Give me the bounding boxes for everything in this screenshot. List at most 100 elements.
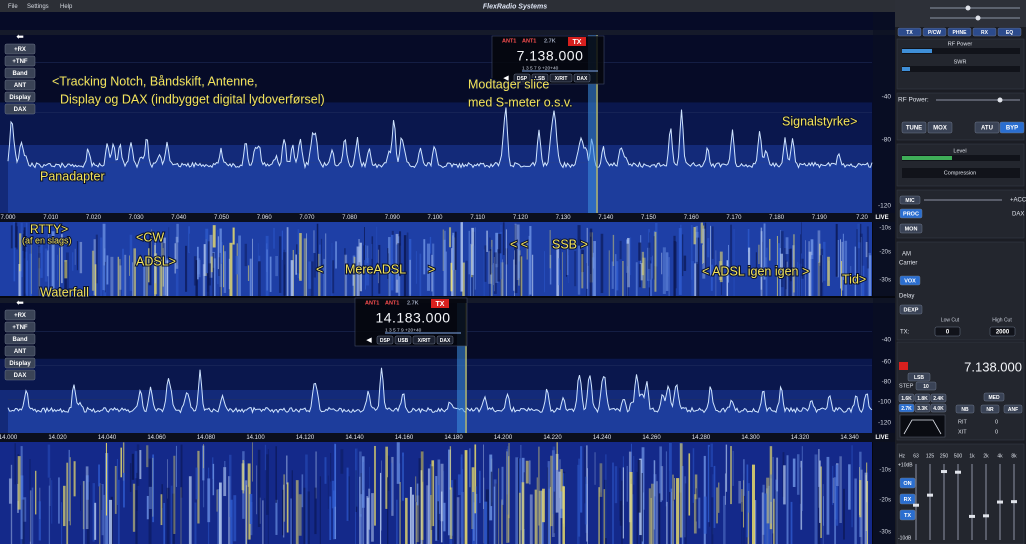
waterfall-streak [698, 498, 700, 529]
waterfall-streak [819, 461, 821, 523]
value-box: 2000 [996, 330, 1010, 336]
waterfall-streak [119, 259, 120, 296]
waterfall-streak [600, 463, 603, 497]
waterfall-streak [855, 247, 856, 296]
dsp-button: NR [986, 407, 994, 413]
waterfall-streak [205, 229, 208, 273]
meter-fill [902, 49, 932, 53]
waterfall-streak [363, 462, 364, 543]
waterfall-streak [203, 444, 204, 468]
control-label: XIT [958, 429, 967, 435]
waterfall-streak [246, 485, 247, 544]
waterfall-streak [213, 225, 216, 247]
waterfall-streak [11, 465, 12, 544]
waterfall-streak [827, 457, 830, 535]
waterfall-streak [473, 246, 474, 296]
s-meter-scale: 1 3 5 7 9 +20+40 [385, 327, 422, 333]
waterfall-streak [734, 229, 735, 296]
waterfall-streak [578, 459, 580, 537]
freq-label: 14.280 [692, 435, 711, 441]
waterfall-streak [452, 233, 454, 270]
waterfall-streak [161, 494, 163, 525]
freq-label: 14.180 [444, 435, 463, 441]
waterfall-streak [223, 245, 224, 287]
annotation: RTTY> [30, 222, 68, 236]
tab: PHNE [953, 30, 968, 36]
waterfall-streak [63, 486, 66, 526]
control-button: PROC [903, 211, 919, 217]
waterfall-streak [75, 249, 76, 265]
waterfall-streak [367, 498, 369, 544]
waterfall-streak [102, 484, 104, 535]
waterfall-streak [642, 252, 644, 275]
waterfall-streak [562, 252, 563, 296]
annotation: Signalstyrke> [782, 114, 857, 128]
waterfall-streak [167, 488, 170, 544]
waterfall-streak [836, 224, 838, 277]
waterfall-streak [797, 454, 799, 495]
side-button: DAX [14, 107, 27, 113]
waterfall-streak [535, 490, 537, 544]
waterfall-streak [410, 487, 412, 544]
waterfall-label: -30s [879, 278, 891, 284]
waterfall-streak [578, 246, 580, 295]
waterfall-streak [340, 449, 343, 473]
waterfall-streak [40, 244, 42, 277]
value-label: 0 [995, 419, 998, 425]
eq-knob [941, 470, 947, 473]
waterfall-streak [72, 252, 73, 271]
waterfall-streak [786, 237, 789, 254]
control-button: MON [905, 226, 918, 232]
waterfall-streak [714, 466, 716, 528]
eq-band: 125 [926, 453, 935, 459]
waterfall-streak [106, 255, 108, 284]
waterfall-streak [676, 478, 679, 544]
waterfall-streak [548, 461, 550, 544]
freq-label: 7.110 [470, 215, 485, 221]
control-label: Low Cut [941, 317, 960, 323]
waterfall-streak [364, 227, 365, 260]
waterfall-streak [663, 247, 666, 294]
waterfall-streak [397, 442, 400, 484]
slice-antenna: ANT1 [385, 300, 399, 306]
waterfall-streak [747, 483, 749, 512]
waterfall-streak [266, 249, 268, 290]
waterfall-streak [867, 481, 868, 544]
freq-label: 14.020 [48, 435, 67, 441]
waterfall-streak [469, 231, 470, 274]
slider-knob [976, 16, 981, 21]
eq-band: 1k [969, 453, 975, 459]
waterfall-streak [620, 501, 622, 526]
side-button: Band [13, 337, 28, 343]
slice-antenna: ANT1 [522, 38, 536, 44]
slice-button: X/RIT [418, 338, 431, 344]
waterfall-streak [854, 478, 856, 544]
freq-label: 7.170 [726, 215, 742, 221]
waterfall-streak [273, 228, 274, 249]
waterfall-streak [627, 266, 628, 296]
freq-label: 14.120 [296, 435, 315, 441]
eq-band: 2k [983, 453, 989, 459]
waterfall-streak [648, 243, 651, 269]
waterfall-streak [550, 456, 553, 526]
waterfall-streak [574, 251, 576, 286]
page: SmartSDR html, body { margin: 0; padding… [0, 0, 1026, 544]
back-arrow: ⬅ [16, 297, 24, 307]
annotation: Waterfall [40, 285, 89, 299]
freq-label: 14.040 [98, 435, 117, 441]
waterfall-label: -20s [879, 250, 891, 256]
waterfall-streak [106, 443, 107, 516]
waterfall-streak [250, 259, 252, 296]
waterfall-streak [135, 490, 137, 544]
waterfall-streak [216, 490, 217, 512]
eq-knob [955, 471, 961, 474]
waterfall-streak [32, 488, 34, 544]
waterfall-streak [840, 239, 841, 288]
waterfall-streak [823, 242, 825, 281]
waterfall-streak [11, 225, 13, 248]
waterfall-streak [332, 243, 333, 296]
waterfall-streak [224, 461, 225, 483]
waterfall-streak [95, 264, 97, 296]
waterfall-streak [783, 465, 786, 504]
waterfall-streak [587, 468, 588, 544]
